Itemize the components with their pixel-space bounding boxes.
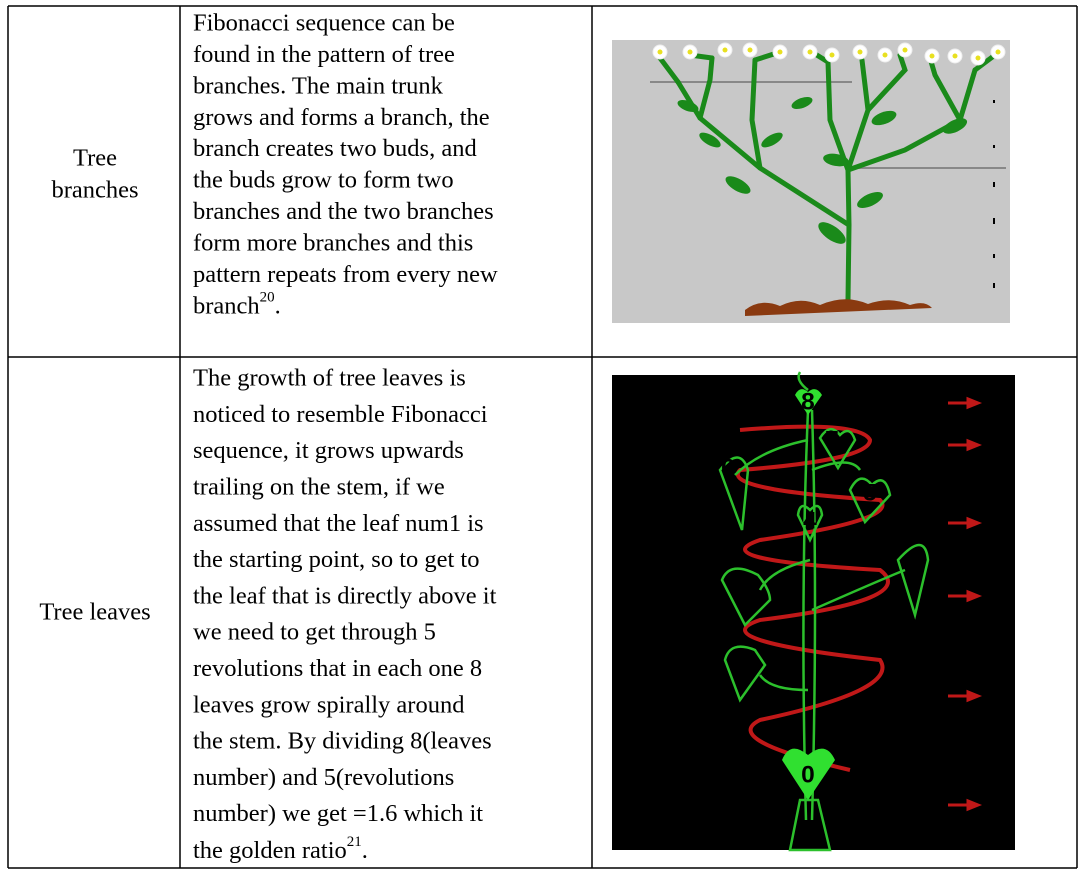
- cell-text-line: form more branches and this: [193, 229, 473, 256]
- cell-text-line: branch creates two buds, and: [193, 135, 477, 162]
- cell-text-line: noticed to resemble Fibonacci: [193, 401, 488, 428]
- cell-text: branch: [193, 292, 260, 319]
- cell-text-line: number) and 5(revolutions: [193, 764, 454, 791]
- cell-text-line: found in the pattern of tree: [193, 41, 455, 68]
- leaf-number: 8: [801, 388, 815, 415]
- cell-text-line: sequence, it grows upwards: [193, 437, 464, 464]
- cell-text-line: the starting point, so to get to: [193, 546, 480, 573]
- cell-text: .: [275, 292, 281, 319]
- cell-text-line: grows and forms a branch, the: [193, 104, 490, 131]
- cell-text-line: The growth of tree leaves is: [193, 365, 466, 392]
- reference-superscript: 20: [260, 290, 275, 306]
- cell-text-line: branch20.: [193, 290, 281, 319]
- revolution-number: 4: [981, 430, 995, 457]
- cell-text-line: trailing on the stem, if we: [193, 474, 445, 501]
- revolution-number: 3: [981, 508, 995, 535]
- reference-superscript: 21: [347, 834, 362, 850]
- cell-text-line: revolutions that in each one 8: [193, 655, 482, 682]
- cell-text-line: branches. The main trunk: [193, 72, 444, 99]
- table-borders: [7, 5, 1078, 869]
- leaf-number: 2: [905, 551, 919, 578]
- cell-text: .: [362, 837, 368, 864]
- cell-text-line: pattern repeats from every new: [193, 261, 498, 288]
- row-label: branches: [51, 177, 138, 204]
- leaf-number: 6: [721, 454, 735, 481]
- revolution-number: 0: [981, 790, 995, 817]
- row-label: Tree leaves: [39, 599, 150, 626]
- cell-text: the golden ratio: [193, 837, 347, 864]
- cell-text-line: the leaf that is directly above it: [193, 582, 497, 609]
- tree-branches-image: [612, 40, 1010, 323]
- cell-text-line: we need to get through 5: [193, 619, 436, 646]
- cell-text-line: leaves grow spirally around: [193, 691, 464, 718]
- cell-text-line: the stem. By dividing 8(leaves: [193, 728, 492, 755]
- cell-text-line: Fibonacci sequence can be: [193, 10, 455, 37]
- leaf-number: 0: [801, 761, 815, 788]
- cell-text-line: number) we get =1.6 which it: [193, 800, 483, 827]
- cell-text-line: assumed that the leaf num1 is: [193, 510, 484, 537]
- leaf-number: 1: [737, 653, 751, 680]
- cell-text-line: branches and the two branches: [193, 198, 494, 225]
- leaf-number: 7: [825, 426, 839, 453]
- revolution-number: 1: [981, 681, 995, 708]
- cell-text-line: the golden ratio21.: [193, 834, 368, 863]
- leaf-number: 3: [742, 579, 756, 606]
- row-label: Tree: [73, 145, 117, 172]
- cell-text-line: the buds grow to form two: [193, 167, 454, 194]
- leaf-number: 5: [863, 479, 877, 506]
- tree-leaves-image: 0 1 2 3 4 5 6 78 0 1 2 3 4 5: [612, 371, 1015, 852]
- revolution-number: 2: [981, 581, 995, 608]
- revolution-number: 5: [981, 388, 995, 415]
- leaf-number: 4: [803, 507, 817, 534]
